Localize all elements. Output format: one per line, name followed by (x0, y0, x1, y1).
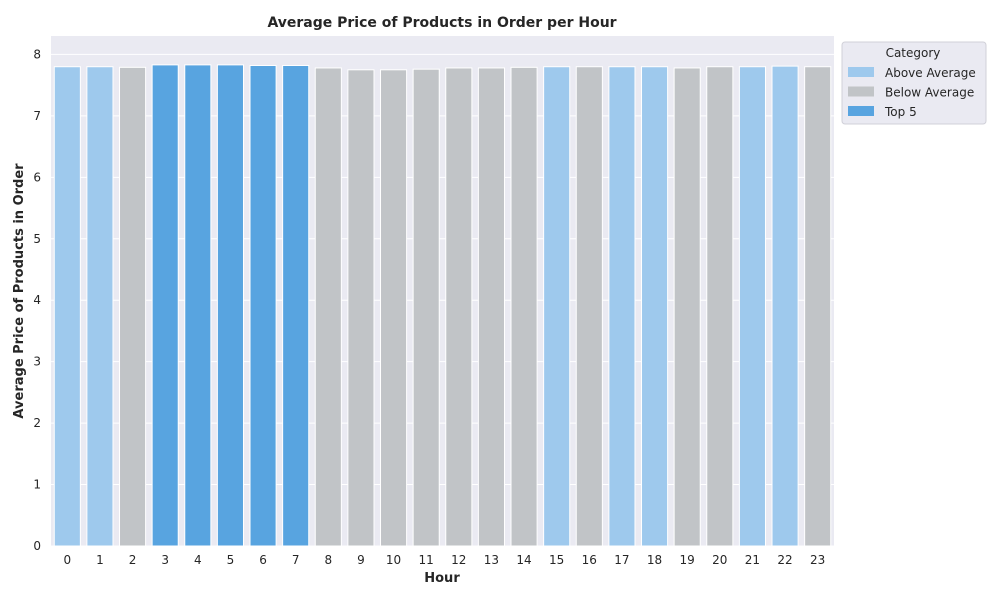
bar-hour-10 (380, 69, 408, 547)
bar-hour-7 (282, 64, 310, 547)
legend-label: Top 5 (884, 105, 917, 119)
bar-hour-14 (510, 66, 538, 547)
legend-box (841, 41, 987, 125)
chart-title: Average Price of Products in Order per H… (267, 15, 616, 31)
bar-hour-5 (216, 64, 244, 547)
x-tick-label: 6 (259, 553, 267, 567)
y-tick-label: 4 (33, 293, 41, 307)
x-tick-label: 2 (129, 553, 137, 567)
plot-area (51, 36, 834, 546)
bar-hour-17 (608, 66, 636, 547)
bar-hour-23 (804, 66, 832, 547)
y-tick-label: 0 (33, 539, 41, 553)
bar-hour-18 (641, 66, 669, 547)
x-tick-label: 16 (582, 553, 597, 567)
bar-hour-20 (706, 66, 734, 547)
bar-hour-9 (347, 69, 375, 547)
legend-label: Below Average (885, 86, 974, 100)
bar-hour-16 (575, 66, 603, 547)
x-tick-label: 12 (451, 553, 466, 567)
x-tick-label: 8 (324, 553, 332, 567)
x-tick-label: 21 (745, 553, 760, 567)
x-tick-label: 4 (194, 553, 202, 567)
y-tick-label: 6 (33, 170, 41, 184)
legend-title: Category (886, 46, 941, 60)
x-tick-label: 19 (680, 553, 695, 567)
x-tick-label: 5 (227, 553, 235, 567)
legend-swatch (848, 67, 874, 77)
x-tick-label: 23 (810, 553, 825, 567)
legend-swatch (848, 106, 874, 116)
y-axis-title: Average Price of Products in Order (12, 163, 27, 419)
bars (53, 64, 832, 547)
bar-hour-22 (771, 65, 799, 547)
x-tick-label: 7 (292, 553, 300, 567)
bar-hour-0 (53, 66, 81, 547)
y-tick-label: 8 (33, 47, 41, 61)
bar-hour-6 (249, 64, 277, 547)
x-tick-label: 14 (516, 553, 531, 567)
x-tick-label: 17 (614, 553, 629, 567)
bar-hour-13 (477, 67, 505, 547)
x-tick-label: 15 (549, 553, 564, 567)
grid-lines (51, 53, 834, 547)
bar-hour-12 (445, 67, 473, 547)
x-axis-title: Hour (424, 571, 460, 586)
bar-hour-19 (673, 67, 701, 547)
y-tick-label: 3 (33, 355, 41, 369)
y-tick-label: 2 (33, 416, 41, 430)
y-tick-labels: 0 1 2 3 4 5 6 7 8 (33, 47, 41, 553)
x-tick-label: 3 (161, 553, 169, 567)
legend: Category Above Average Below Average Top 5 (841, 41, 987, 125)
y-tick-label: 1 (33, 478, 41, 492)
x-tick-label: 0 (63, 553, 71, 567)
x-tick-label: 22 (777, 553, 792, 567)
bar-hour-2 (119, 66, 147, 547)
x-tick-label: 9 (357, 553, 365, 567)
bar-hour-11 (412, 68, 440, 547)
x-tick-label: 20 (712, 553, 727, 567)
bar-hour-21 (738, 66, 766, 547)
bar-hour-15 (543, 66, 571, 547)
legend-swatch (848, 86, 874, 97)
x-tick-label: 1 (96, 553, 104, 567)
y-tick-label: 5 (33, 232, 41, 246)
x-tick-label: 13 (484, 553, 499, 567)
legend-label: Above Average (885, 66, 976, 80)
bar-hour-1 (86, 66, 114, 547)
x-tick-label: 10 (386, 553, 401, 567)
bar-hour-4 (184, 64, 212, 547)
bar-hour-3 (151, 64, 179, 547)
y-tick-label: 7 (33, 109, 41, 123)
x-tick-labels: 0 1 2 3 4 5 6 7 8 9 10 11 12 13 14 15 16 17 18 19 20 21 22 23 (63, 553, 825, 567)
x-tick-label: 18 (647, 553, 662, 567)
bar-hour-8 (314, 67, 342, 547)
x-tick-label: 11 (419, 553, 434, 567)
